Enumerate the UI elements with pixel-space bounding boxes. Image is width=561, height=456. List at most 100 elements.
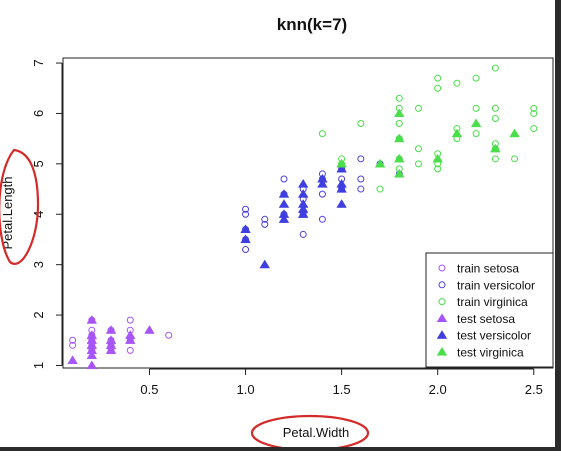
legend-label-test-setosa: test setosa bbox=[457, 312, 515, 326]
x-tick-label: 1.0 bbox=[237, 382, 255, 397]
point-test-virginica bbox=[374, 158, 386, 168]
point-test-setosa bbox=[105, 340, 117, 349]
handwritten-circle-y-label bbox=[0, 148, 40, 265]
legend-label-train-versicolor: train versicolor bbox=[457, 278, 535, 292]
window-edge-bottom bbox=[0, 447, 561, 451]
y-tick-label: 7 bbox=[31, 59, 46, 66]
point-train-virginica bbox=[472, 104, 480, 112]
point-train-virginica bbox=[395, 120, 403, 128]
point-test-virginica bbox=[432, 153, 443, 163]
x-tick-label: 0.5 bbox=[140, 382, 158, 397]
point-test-versicolor bbox=[317, 173, 328, 183]
point-train-versicolor bbox=[318, 215, 326, 223]
point-test-virginica bbox=[470, 118, 482, 128]
point-train-virginica bbox=[395, 94, 403, 102]
point-test-virginica bbox=[451, 128, 463, 138]
chart-title: knn(k=7) bbox=[277, 15, 347, 34]
point-train-virginica bbox=[472, 130, 480, 138]
point-test-versicolor bbox=[317, 178, 328, 188]
point-train-versicolor bbox=[318, 190, 326, 198]
point-train-setosa bbox=[69, 336, 77, 344]
point-test-virginica bbox=[490, 143, 501, 153]
point-test-versicolor bbox=[259, 259, 271, 269]
point-train-versicolor bbox=[242, 246, 250, 254]
point-test-versicolor bbox=[297, 188, 309, 198]
x-axis: 0.5 1.0 1.5 2.0 2.5 bbox=[140, 368, 543, 397]
point-test-virginica bbox=[394, 168, 405, 178]
point-test-versicolor bbox=[336, 163, 347, 173]
legend-label-test-virginica: test virginica bbox=[457, 346, 524, 360]
point-train-setosa bbox=[165, 331, 173, 339]
point-train-virginica bbox=[472, 74, 480, 82]
point-test-setosa bbox=[86, 345, 98, 354]
y-axis-label: Petal.Length bbox=[0, 176, 15, 249]
point-train-virginica bbox=[491, 64, 499, 72]
point-train-virginica bbox=[530, 104, 538, 112]
point-test-versicolor bbox=[297, 204, 309, 213]
point-test-versicolor bbox=[336, 183, 347, 193]
plot-area-box bbox=[62, 57, 554, 369]
point-test-virginica bbox=[394, 108, 405, 118]
point-test-setosa bbox=[144, 325, 155, 334]
point-test-virginica bbox=[509, 128, 520, 138]
point-test-versicolor bbox=[278, 209, 290, 218]
point-test-virginica bbox=[394, 153, 405, 163]
point-train-versicolor bbox=[299, 230, 307, 238]
point-test-versicolor bbox=[278, 214, 290, 223]
point-test-versicolor bbox=[278, 199, 290, 208]
point-train-virginica bbox=[434, 165, 442, 173]
point-test-setosa bbox=[86, 360, 98, 370]
point-test-virginica bbox=[336, 158, 347, 168]
legend-marker-train-versicolor bbox=[438, 281, 446, 289]
point-test-setosa bbox=[86, 340, 98, 349]
point-test-setosa bbox=[67, 355, 78, 365]
point-train-setosa bbox=[126, 316, 134, 324]
point-test-setosa bbox=[86, 350, 98, 359]
y-tick-label: 1 bbox=[31, 362, 46, 369]
point-train-virginica bbox=[318, 130, 326, 138]
legend-marker-test-virginica bbox=[436, 346, 448, 356]
point-train-virginica bbox=[491, 155, 499, 163]
data-points bbox=[67, 64, 538, 370]
point-test-setosa bbox=[86, 335, 98, 344]
point-train-virginica bbox=[376, 185, 384, 193]
point-train-setosa bbox=[69, 341, 77, 349]
point-train-virginica bbox=[511, 155, 519, 163]
point-train-virginica bbox=[491, 114, 499, 122]
legend-marker-train-virginica bbox=[438, 298, 446, 306]
point-train-virginica bbox=[414, 145, 422, 153]
point-train-virginica bbox=[530, 109, 538, 117]
y-tick-label: 5 bbox=[31, 160, 46, 167]
x-tick-label: 2.5 bbox=[525, 382, 543, 397]
point-train-virginica bbox=[453, 79, 461, 87]
point-train-versicolor bbox=[261, 215, 269, 223]
legend-box bbox=[425, 252, 554, 368]
y-tick-label: 3 bbox=[31, 261, 46, 268]
point-test-setosa bbox=[105, 325, 117, 334]
point-test-versicolor bbox=[336, 199, 347, 208]
point-train-virginica bbox=[434, 74, 442, 82]
window-edge-right bbox=[555, 0, 561, 451]
x-tick-label: 2.0 bbox=[429, 382, 447, 397]
point-test-versicolor bbox=[297, 178, 309, 188]
point-train-versicolor bbox=[357, 155, 365, 163]
point-train-versicolor bbox=[242, 205, 250, 213]
point-test-versicolor bbox=[336, 178, 347, 188]
point-test-versicolor bbox=[240, 234, 251, 244]
point-train-versicolor bbox=[357, 185, 365, 193]
point-train-versicolor bbox=[261, 220, 269, 228]
legend: train setosa train versicolor train virgin… bbox=[425, 252, 554, 368]
legend-label-test-versicolor: test versicolor bbox=[457, 329, 531, 343]
legend-label-train-virginica: train virginica bbox=[457, 295, 528, 309]
point-test-setosa bbox=[124, 330, 136, 339]
point-train-virginica bbox=[414, 160, 422, 168]
x-axis-label: Petal.Width bbox=[283, 425, 349, 440]
x-tick-label: 1.5 bbox=[333, 382, 351, 397]
point-test-versicolor bbox=[240, 224, 251, 233]
point-test-setosa bbox=[86, 330, 98, 339]
legend-marker-test-setosa bbox=[436, 313, 448, 323]
point-test-setosa bbox=[105, 335, 117, 344]
